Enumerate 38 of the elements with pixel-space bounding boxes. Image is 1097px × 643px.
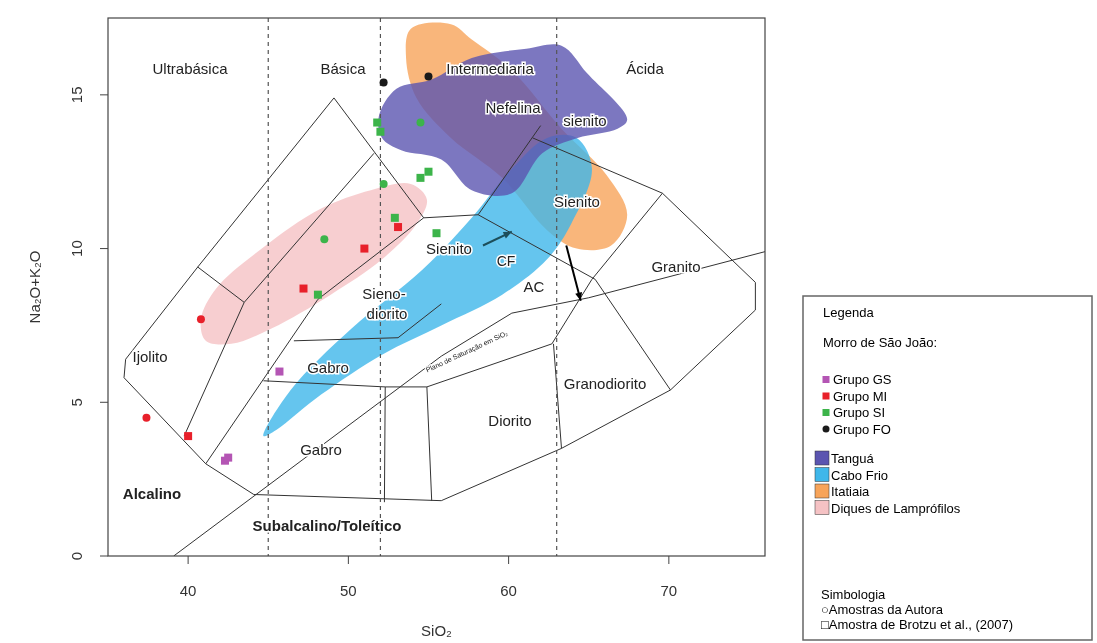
annotation: Gabro: [307, 358, 349, 376]
legend-label: Itatiaia: [831, 484, 871, 499]
x-tick-label: 60: [500, 582, 517, 599]
legend-label: Tanguá: [831, 451, 875, 466]
legend-label: Cabo Frio: [831, 467, 889, 483]
annotation: Subalcalino/Toleítico: [252, 516, 402, 534]
x-tick-label: 50: [340, 582, 357, 599]
text: □Amostra de Brotzu et al., (2007): [821, 617, 1014, 632]
legend-label: Grupo SI: [833, 405, 886, 420]
x-axis-title: SiO₂: [421, 622, 453, 639]
annotation: Ultrabásica: [152, 59, 229, 77]
annotation: Ácida: [626, 59, 665, 77]
legend-label: Grupo GS: [833, 372, 892, 387]
annotation: Básica: [320, 59, 367, 77]
legend-title: Legenda: [823, 305, 875, 320]
legend-label: Grupo FO: [833, 421, 891, 437]
legend-label: Diques de Lamprófilos: [831, 500, 961, 516]
annotation: CF: [496, 252, 516, 269]
annotation: Ijolito: [132, 347, 168, 365]
annotation: AC: [523, 277, 545, 295]
y-tick-label: 15: [68, 86, 85, 104]
y-axis-title: Na₂O+K₂O: [26, 250, 43, 324]
annotation: Granito: [651, 257, 701, 275]
y-tick-label: 0: [68, 551, 85, 561]
annotation: Intermediaria: [446, 59, 535, 77]
x-tick-label: 70: [660, 582, 678, 599]
text: ○Amostras da Autora: [821, 602, 944, 617]
annotation: Granodiorito: [563, 374, 647, 392]
annotation: Alcalino: [122, 484, 182, 502]
annotation: Diorito: [488, 411, 532, 429]
annotation: sienito: [563, 111, 607, 129]
x-tick-label: 40: [179, 582, 197, 599]
text: Simbologia: [821, 587, 887, 602]
y-tick-label: 5: [68, 398, 85, 407]
legend-label: Grupo MI: [833, 388, 888, 404]
y-tick-label: 10: [68, 240, 85, 257]
annotation: Nefelina: [485, 98, 542, 116]
text: Morro de São João:: [823, 335, 938, 350]
